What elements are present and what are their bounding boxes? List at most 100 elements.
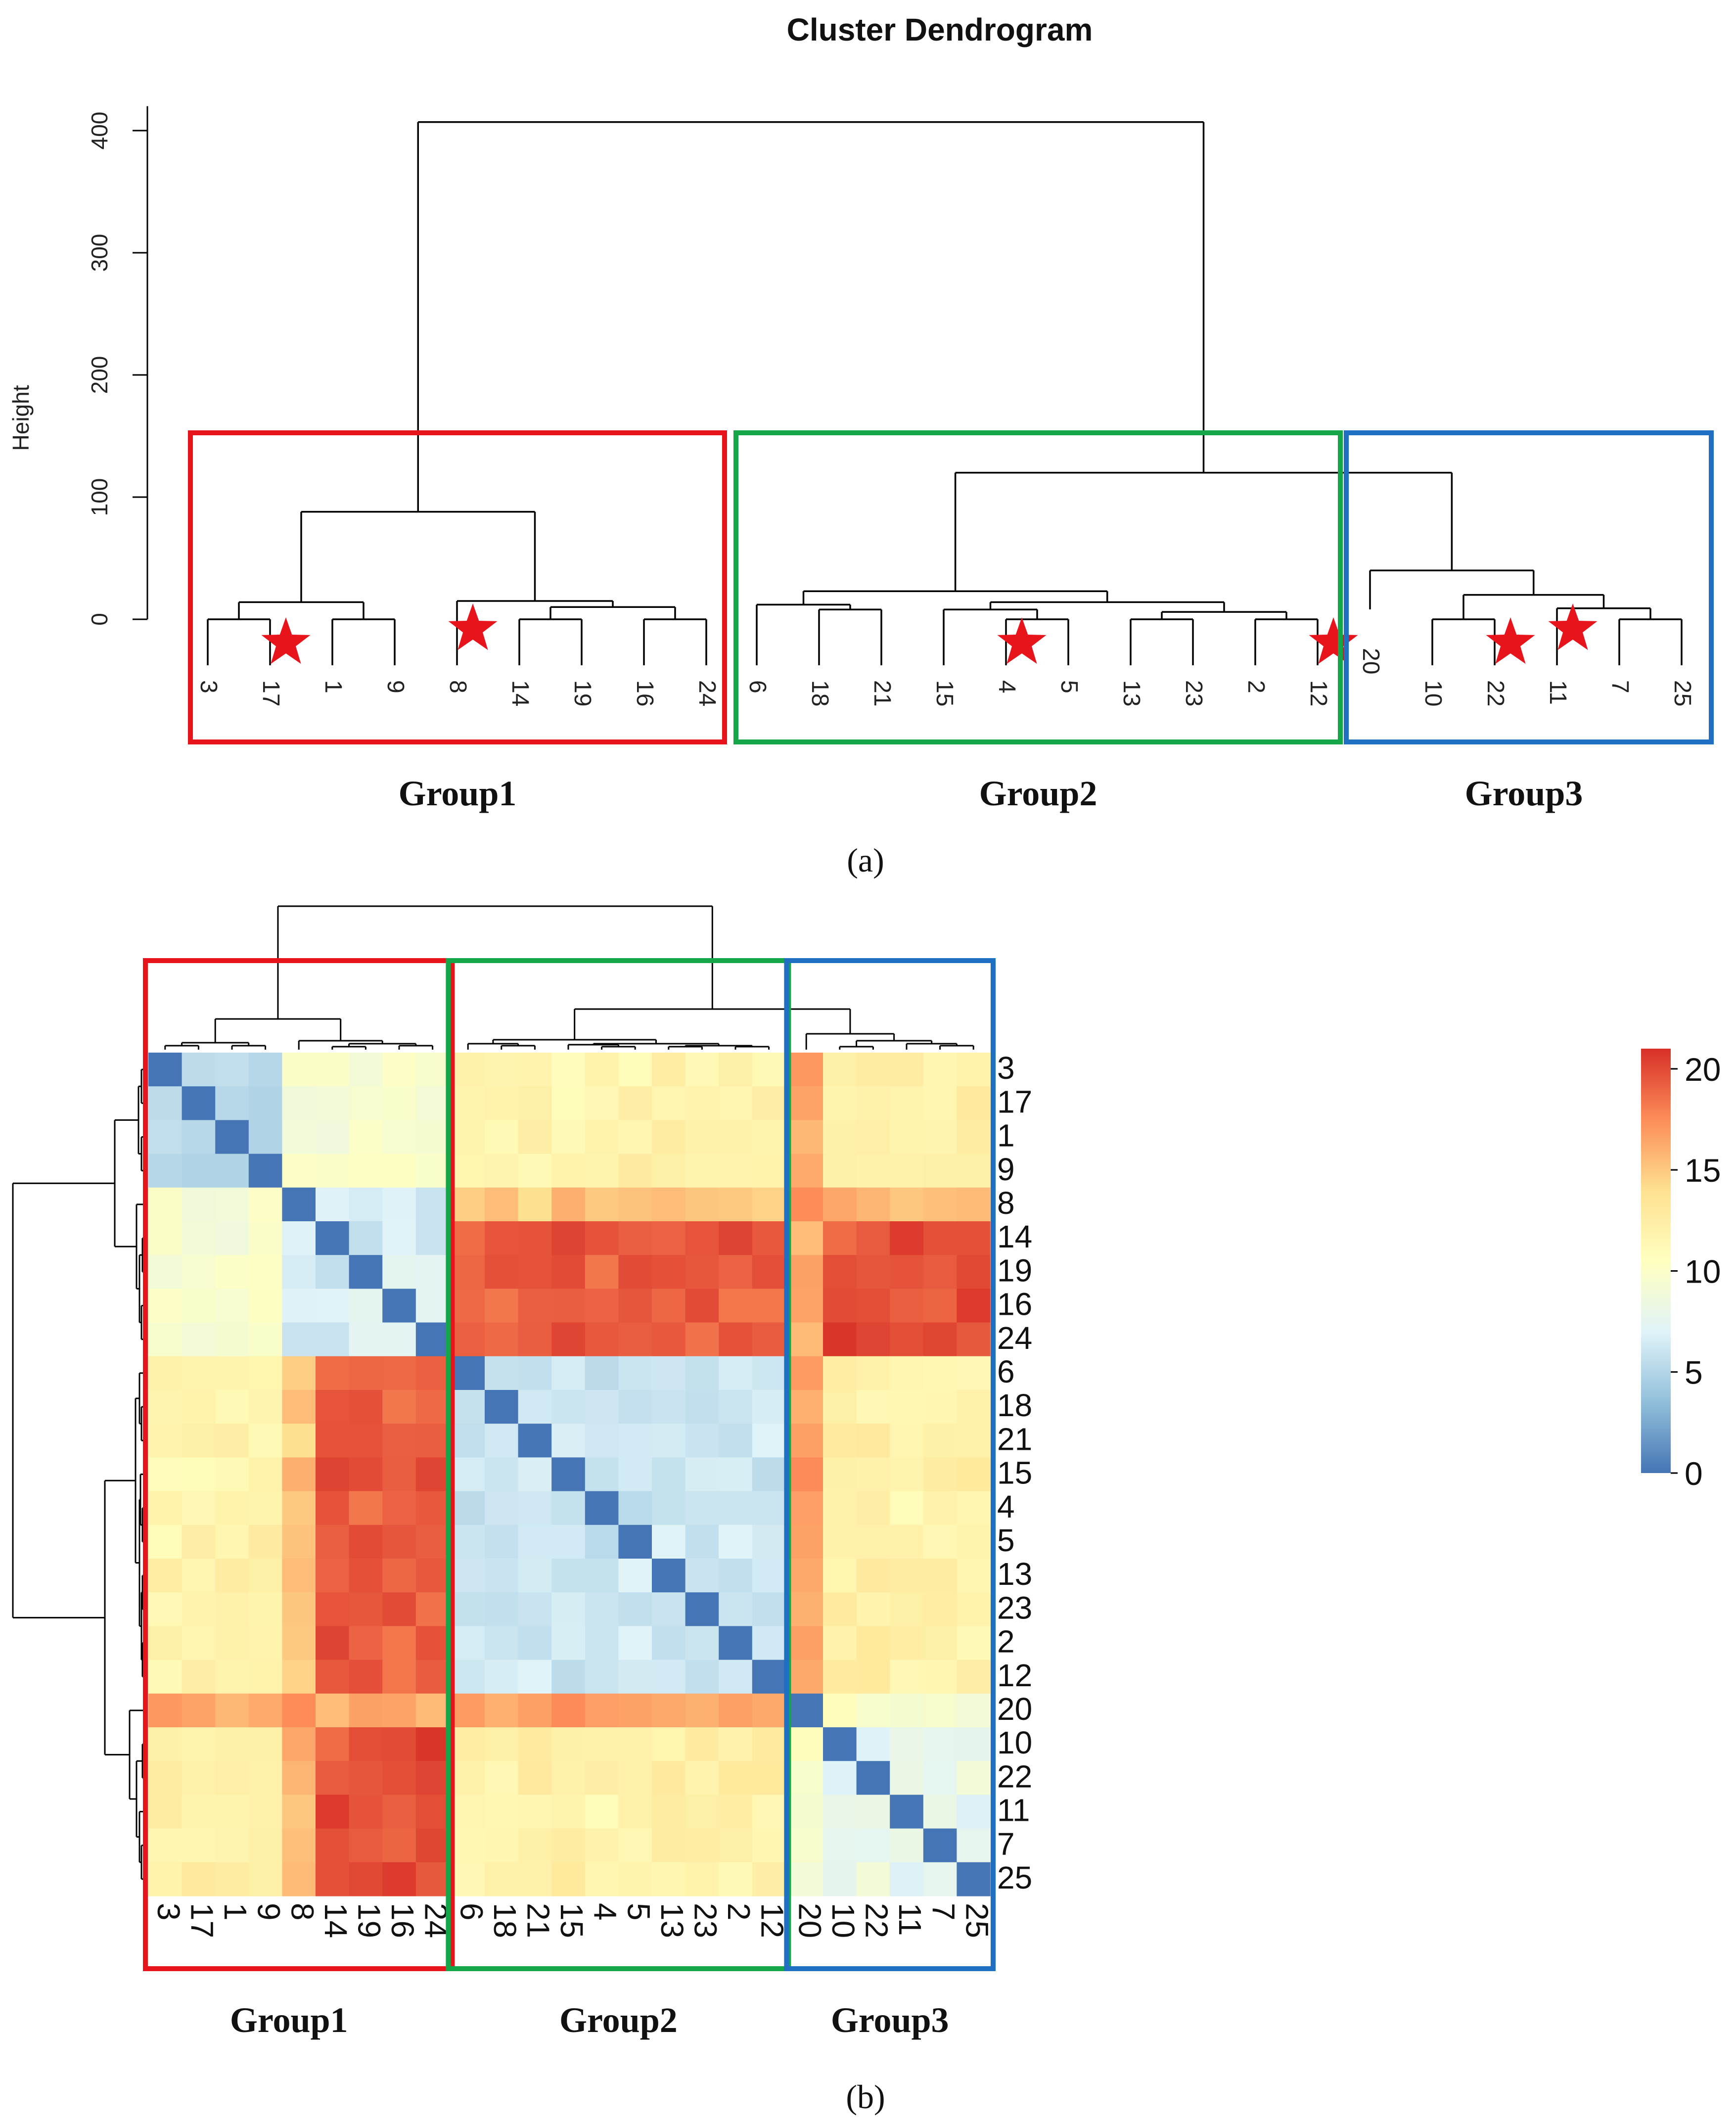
heatmap-cell [282,1289,316,1323]
heatmap-cell [518,1828,552,1863]
legend-tick-label: 15 [1685,1152,1721,1189]
heatmap-cell [415,1187,450,1222]
heatmap-cell [618,1120,652,1154]
leaf-label: 21 [869,680,895,706]
heatmap-cell [415,1221,450,1255]
row-labels: 3171981419162461821154513232122010221172… [997,1050,1032,1895]
heatmap-cell [789,1154,823,1188]
row-label: 15 [997,1455,1032,1491]
heatmap-cell [215,1187,249,1222]
heatmap-cell [585,1457,619,1492]
legend-tick-label: 5 [1685,1354,1703,1391]
heatmap-cell [349,1660,383,1694]
heatmap-cell [282,1154,316,1188]
heatmap-cell [752,1322,786,1357]
heatmap-cell [148,1154,183,1188]
heatmap-cell [752,1457,786,1492]
row-dendrogram [12,1068,145,1880]
heatmap-cell [551,1255,586,1289]
heatmap-cell [551,1053,586,1087]
heatmap-cell [856,1322,890,1357]
heatmap-cell [349,1862,383,1896]
heatmap-cell [890,1592,924,1626]
heatmap-cell [518,1053,552,1087]
heatmap-cell [182,1221,216,1255]
heatmap-cell [415,1086,450,1120]
heatmap-cell [957,1390,991,1424]
heatmap-cell [451,1086,485,1120]
heatmap-cell [382,1255,416,1289]
heatmap-cell [719,1862,753,1896]
heatmap-cell [148,1120,183,1154]
heatmap-cell [485,1660,519,1694]
heatmap-cell [957,1795,991,1829]
row-label: 8 [997,1185,1015,1221]
heatmap-cell [789,1187,823,1222]
heatmap-cell [551,1626,586,1661]
heatmap-cell [485,1862,519,1896]
heatmap-cell [148,1862,183,1896]
column-label: 19 [352,1903,387,1938]
heatmap-cell [957,1120,991,1154]
heatmap-cell [182,1086,216,1120]
heatmap-cell [789,1086,823,1120]
heatmap-cell [215,1390,249,1424]
heatmap-cell [248,1727,282,1761]
heatmap-cell [957,1356,991,1390]
heatmap-cell [485,1255,519,1289]
heatmap-cell [215,1626,249,1661]
heatmap-cell [823,1390,857,1424]
heatmap-cell [349,1154,383,1188]
heatmap-cell [789,1559,823,1593]
heatmap-cell [282,1390,316,1424]
column-label: 21 [521,1903,556,1938]
heatmap-cell [349,1322,383,1357]
heatmap-cell [485,1322,519,1357]
heatmap-cell [451,1524,485,1559]
heatmap-cell [923,1761,957,1795]
heatmap-cell [282,1727,316,1761]
heatmap-cell [789,1592,823,1626]
heatmap-cell [618,1693,652,1728]
heatmap-cell [652,1524,686,1559]
heatmap-group-box [143,958,455,1971]
heatmap-cell [856,1086,890,1120]
heatmap-cell [551,1524,586,1559]
heatmap-cell [923,1086,957,1120]
heatmap-cell [451,1795,485,1829]
heatmap-cell [652,1356,686,1390]
heatmap-cell [415,1626,450,1661]
heatmap-cell [349,1457,383,1492]
heatmap-cell [752,1289,786,1323]
heatmap-cell [248,1154,282,1188]
y-tick-label: 300 [87,234,112,272]
heatmap-cell [451,1154,485,1188]
column-label: 25 [959,1903,995,1938]
heatmap-cell [685,1255,719,1289]
heatmap-cell [215,1693,249,1728]
heatmap-cell [789,1424,823,1458]
heatmap-cell [182,1660,216,1694]
leaf-label: 17 [258,680,284,706]
heatmap-cell [282,1221,316,1255]
heatmap-cell [685,1424,719,1458]
heatmap-cell [957,1524,991,1559]
heatmap-cells [148,1053,991,1896]
heatmap-cell [685,1322,719,1357]
heatmap-cell [518,1660,552,1694]
y-axis: 0 100 200 300 400 [87,106,148,626]
heatmap-cell [282,1322,316,1357]
heatmap-cell [415,1356,450,1390]
y-tick-label: 100 [87,478,112,516]
leaf-label: 6 [744,680,771,693]
heatmap-cell [890,1693,924,1728]
heatmap-cell [957,1221,991,1255]
heatmap-cell [890,1660,924,1694]
heatmap-cell [382,1795,416,1829]
heatmap-cell [618,1761,652,1795]
heatmap-cell [349,1390,383,1424]
row-label: 2 [997,1624,1015,1660]
heatmap-cell [685,1356,719,1390]
